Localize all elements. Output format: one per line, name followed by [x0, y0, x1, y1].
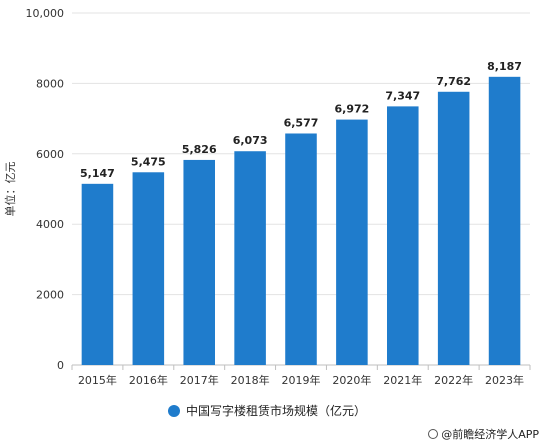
data-label: 5,826 [182, 143, 217, 156]
data-label: 7,347 [385, 89, 420, 102]
data-label: 8,187 [487, 60, 522, 73]
y-tick-label: 4000 [36, 218, 64, 231]
data-label: 5,475 [131, 155, 166, 168]
bar [234, 151, 266, 365]
y-tick-label: 10,000 [26, 7, 65, 20]
source-credit: @前瞻经济学人APP [428, 426, 539, 442]
legend-label: 中国写字楼租赁市场规模（亿元） [186, 404, 367, 418]
x-tick-label: 2016年 [129, 373, 168, 387]
bar [437, 91, 470, 366]
bar [285, 133, 317, 365]
bar [387, 106, 419, 366]
data-label: 6,577 [284, 116, 319, 129]
y-tick-label: 0 [57, 359, 64, 372]
x-tick-label: 2017年 [180, 373, 219, 387]
bar [183, 159, 215, 365]
y-tick-label: 8000 [36, 77, 64, 90]
data-label: 6,073 [233, 134, 268, 147]
legend-marker [168, 404, 180, 417]
y-tick-label: 6000 [36, 148, 64, 161]
data-label: 7,762 [436, 75, 471, 88]
x-tick-label: 2015年 [78, 373, 117, 387]
bar [488, 76, 521, 365]
x-tick-label: 2018年 [231, 373, 270, 387]
y-axis-title: 单位：亿元 [3, 162, 17, 217]
bar [81, 183, 114, 365]
x-tick-label: 2019年 [282, 373, 321, 387]
brand-logo-icon [428, 429, 439, 439]
x-tick-label: 2020年 [332, 373, 371, 387]
x-tick-label: 2023年 [485, 373, 524, 387]
bar [336, 119, 368, 365]
data-label: 6,972 [334, 103, 369, 116]
bar-chart: 0 2000 4000 6000 8000 10,000 单位：亿元 5,147 2015年 5,… [3, 7, 531, 387]
x-tick-label: 2022年 [434, 373, 473, 387]
bar [132, 172, 165, 365]
data-label: 5,147 [80, 167, 115, 180]
chart-legend: 中国写字楼租赁市场规模（亿元） [168, 402, 366, 419]
credit-text: @前瞻经济学人APP [441, 428, 539, 441]
y-tick-label: 2000 [36, 289, 64, 302]
x-tick-label: 2021年 [383, 373, 422, 387]
